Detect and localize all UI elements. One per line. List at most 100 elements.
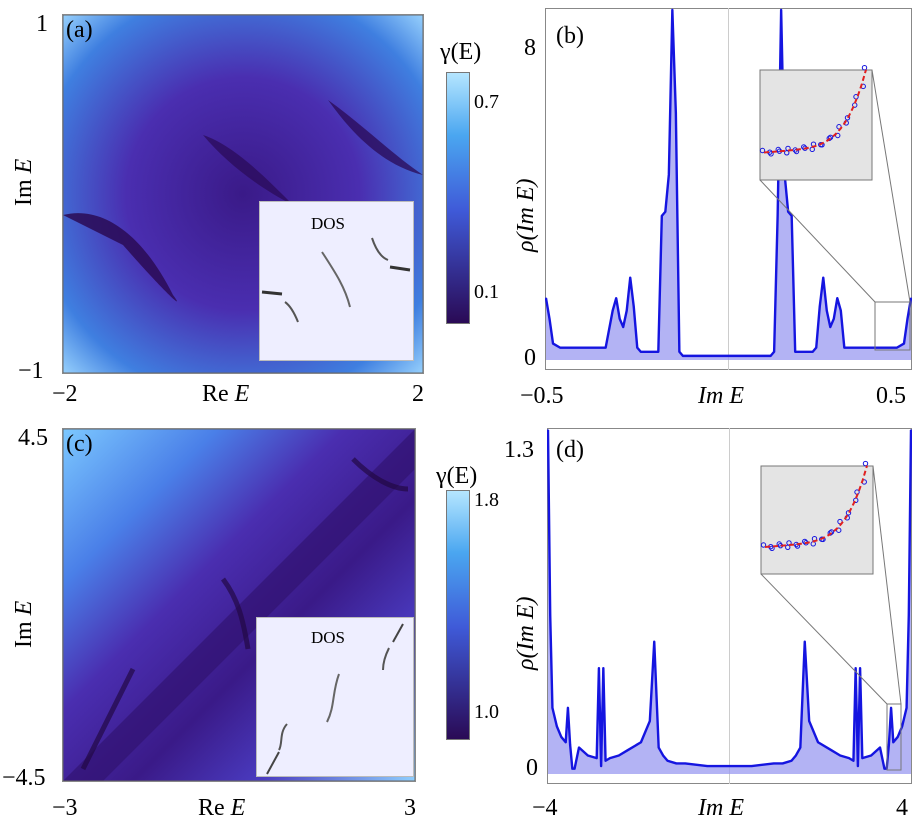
inset-sample bbox=[835, 132, 841, 139]
data-point bbox=[678, 350, 681, 353]
dos-inset-c: DOS bbox=[256, 617, 414, 777]
zoom-connector bbox=[759, 179, 876, 303]
data-point bbox=[675, 112, 677, 114]
data-point bbox=[578, 746, 580, 749]
zoom-inset bbox=[759, 69, 873, 181]
data-point bbox=[910, 297, 912, 300]
inset-sample bbox=[802, 538, 808, 545]
data-point bbox=[643, 350, 646, 353]
data-point bbox=[896, 346, 898, 349]
data-point bbox=[852, 759, 855, 762]
data-point bbox=[797, 350, 800, 353]
data-point bbox=[790, 215, 793, 217]
ylabel-a: Im E bbox=[11, 158, 37, 206]
xlabel-a: Re E bbox=[202, 382, 249, 406]
heatmap-c-svg bbox=[63, 429, 415, 781]
xtick-a-right: 2 bbox=[412, 381, 424, 407]
data-point bbox=[649, 720, 651, 722]
data-point bbox=[857, 765, 859, 767]
data-point bbox=[892, 741, 895, 744]
data-point bbox=[569, 744, 571, 746]
data-point bbox=[675, 762, 678, 765]
zoom-connector bbox=[872, 465, 902, 705]
data-point bbox=[727, 355, 730, 357]
data-point bbox=[551, 707, 554, 709]
ytick-c-top: 4.5 bbox=[18, 425, 48, 451]
ytick-b-top: 8 bbox=[524, 35, 536, 61]
data-point bbox=[685, 355, 688, 357]
ytick-d-top: 1.3 bbox=[504, 437, 534, 463]
data-point bbox=[618, 754, 620, 757]
data-point bbox=[804, 350, 807, 353]
data-point bbox=[859, 667, 861, 669]
ylabel-b: ρ(Im E) bbox=[513, 178, 539, 253]
inset-sample bbox=[862, 460, 869, 467]
inset-fit-line bbox=[764, 465, 868, 548]
xlabel-c: Re E bbox=[198, 796, 245, 820]
data-point bbox=[632, 305, 635, 308]
dos-curves-a bbox=[261, 237, 411, 323]
data-point bbox=[587, 754, 589, 757]
dos-inset-c-title: DOS bbox=[311, 628, 346, 647]
data-point bbox=[907, 614, 910, 617]
colorbar-a-label: γ(E) bbox=[440, 39, 482, 65]
data-point bbox=[552, 342, 554, 345]
colorbar-a-tick-low: 0.1 bbox=[474, 281, 499, 303]
data-point bbox=[604, 759, 607, 762]
data-point bbox=[604, 346, 607, 349]
xlabel-b: Im E bbox=[698, 383, 744, 409]
data-point bbox=[559, 346, 561, 349]
data-point bbox=[832, 318, 835, 320]
ytick-a-bottom: −1 bbox=[18, 358, 44, 384]
data-point bbox=[815, 346, 818, 349]
data-point bbox=[817, 741, 819, 744]
data-point bbox=[803, 640, 806, 643]
data-point bbox=[836, 297, 839, 300]
xtick-c-right: 3 bbox=[404, 795, 416, 821]
ylabel-a-im: Im bbox=[11, 179, 37, 206]
inset-sample bbox=[861, 65, 868, 71]
colorbar-c-tick-high: 1.8 bbox=[474, 489, 499, 511]
colorbar-a-tick-high: 0.7 bbox=[474, 91, 499, 113]
data-point bbox=[548, 318, 551, 320]
inset-sample bbox=[759, 147, 766, 154]
data-point bbox=[843, 346, 846, 349]
data-point bbox=[905, 707, 908, 709]
data-point bbox=[829, 326, 832, 328]
data-point bbox=[615, 297, 617, 300]
data-point bbox=[639, 350, 642, 353]
dark-arc bbox=[80, 667, 136, 771]
xtick-b-left: −0.5 bbox=[520, 383, 564, 409]
zoom-connector bbox=[871, 69, 911, 303]
xtick-c-left: −3 bbox=[52, 795, 78, 821]
line-chart-d bbox=[547, 428, 912, 784]
data-point bbox=[706, 765, 709, 767]
xlabel-c-re: Re bbox=[198, 795, 225, 821]
data-point bbox=[850, 346, 853, 349]
data-point bbox=[567, 707, 569, 709]
data-point bbox=[879, 746, 881, 749]
colorbar-c-label: γ(E) bbox=[436, 463, 478, 489]
inset-sample bbox=[836, 527, 842, 533]
data-point bbox=[556, 725, 558, 728]
inset-sample bbox=[853, 497, 859, 504]
data-point bbox=[776, 215, 779, 217]
data-point bbox=[772, 762, 775, 765]
data-point bbox=[622, 326, 625, 328]
data-point bbox=[888, 744, 890, 746]
data-point bbox=[602, 667, 605, 669]
data-point bbox=[861, 757, 864, 759]
data-point bbox=[545, 297, 547, 300]
data-point bbox=[650, 350, 653, 353]
data-point bbox=[787, 210, 789, 213]
inset-sample bbox=[769, 545, 775, 552]
xtick-d-left: −4 bbox=[532, 795, 558, 821]
inset-fit-line bbox=[763, 69, 867, 154]
ylabel-c: Im E bbox=[11, 600, 37, 648]
data-point bbox=[666, 759, 669, 762]
ylabel-c-var: E bbox=[11, 600, 37, 616]
ylabel-a-var: E bbox=[11, 158, 37, 174]
data-point bbox=[848, 757, 850, 759]
dos-inset-a-title: DOS bbox=[311, 214, 346, 233]
dark-arc bbox=[351, 457, 409, 492]
